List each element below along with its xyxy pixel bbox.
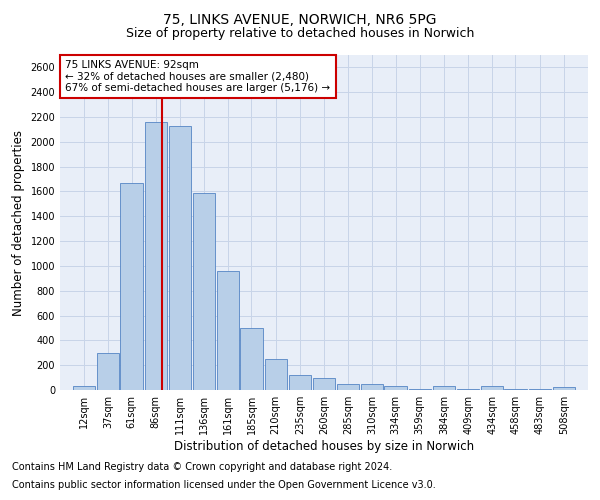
Bar [145,122,167,390]
Bar [121,183,143,390]
Text: 75, LINKS AVENUE, NORWICH, NR6 5PG: 75, LINKS AVENUE, NORWICH, NR6 5PG [163,12,437,26]
Bar [481,386,503,390]
Bar [385,386,407,390]
Bar [193,192,215,390]
Bar [73,386,95,390]
Bar [553,387,575,390]
Bar [241,328,263,390]
Bar [97,353,119,390]
Text: Contains public sector information licensed under the Open Government Licence v3: Contains public sector information licen… [12,480,436,490]
X-axis label: Distribution of detached houses by size in Norwich: Distribution of detached houses by size … [174,440,474,453]
Bar [361,384,383,390]
Text: Size of property relative to detached houses in Norwich: Size of property relative to detached ho… [126,28,474,40]
Y-axis label: Number of detached properties: Number of detached properties [12,130,25,316]
Bar [217,271,239,390]
Text: 75 LINKS AVENUE: 92sqm
← 32% of detached houses are smaller (2,480)
67% of semi-: 75 LINKS AVENUE: 92sqm ← 32% of detached… [65,60,331,93]
Bar [313,378,335,390]
Bar [169,126,191,390]
Bar [433,386,455,390]
Text: Contains HM Land Registry data © Crown copyright and database right 2024.: Contains HM Land Registry data © Crown c… [12,462,392,472]
Bar [337,384,359,390]
Bar [289,375,311,390]
Bar [265,359,287,390]
